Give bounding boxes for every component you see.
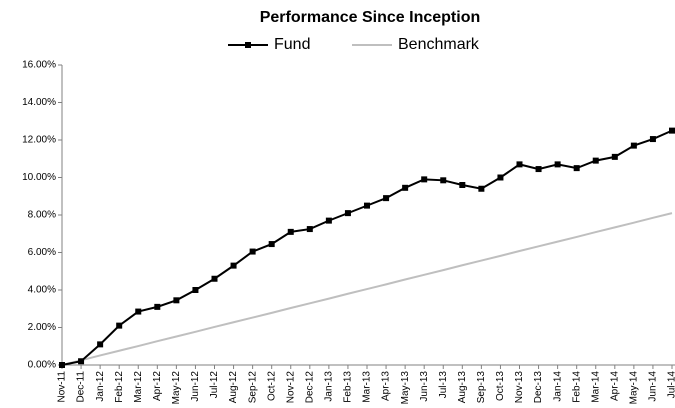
x-tick-label: Jul-14 xyxy=(667,371,675,399)
x-tick-label: Feb-14 xyxy=(571,371,582,403)
x-tick-label: Nov-11 xyxy=(57,371,68,403)
point-marker xyxy=(192,287,199,293)
point-marker xyxy=(630,142,637,149)
y-tick-label: 14.00% xyxy=(22,97,56,108)
point-marker xyxy=(154,303,161,310)
x-tick-label: Mar-13 xyxy=(362,371,373,403)
point-marker xyxy=(249,248,256,255)
point-marker xyxy=(440,177,447,184)
x-tick-label: Mar-14 xyxy=(590,371,601,403)
x-tick-label: Aug-12 xyxy=(228,371,239,404)
x-tick-label: Feb-12 xyxy=(114,371,125,403)
point-marker xyxy=(268,241,275,248)
point-marker xyxy=(135,308,142,315)
x-tick-label: Dec-12 xyxy=(304,371,315,404)
y-tick-label: 12.00% xyxy=(22,135,56,146)
x-tick-label: Oct-12 xyxy=(266,371,277,401)
point-marker xyxy=(344,210,351,217)
point-marker xyxy=(173,297,180,304)
y-tick-label: 8.00% xyxy=(28,210,56,221)
x-tick-label: Nov-12 xyxy=(285,371,296,404)
point-marker xyxy=(516,161,523,168)
x-tick-label: Oct-13 xyxy=(495,371,506,401)
x-tick-label: Mar-12 xyxy=(133,371,144,403)
x-tick-label: Apr-13 xyxy=(381,371,392,401)
x-tick-label: May-13 xyxy=(400,371,411,405)
point-marker xyxy=(402,184,409,191)
x-tick-label: Dec-11 xyxy=(76,371,87,403)
x-tick-label: Jan-13 xyxy=(324,371,335,402)
x-tick-label: Sep-12 xyxy=(247,371,258,404)
y-tick-label: 10.00% xyxy=(22,172,56,183)
y-tick-label: 0.00% xyxy=(28,360,56,371)
legend-label: Benchmark xyxy=(398,36,480,53)
point-marker xyxy=(573,165,580,172)
point-marker xyxy=(230,262,237,269)
x-tick-label: Jan-14 xyxy=(552,371,563,402)
series-line xyxy=(61,212,673,366)
x-tick-label: Dec-13 xyxy=(533,371,544,404)
point-marker xyxy=(669,127,675,134)
point-marker xyxy=(306,226,313,233)
point-marker xyxy=(497,174,504,181)
point-marker xyxy=(535,166,542,173)
x-tick-label: Jul-12 xyxy=(209,371,220,399)
series-line xyxy=(61,129,673,366)
point-marker xyxy=(459,182,466,188)
x-tick-label: May-14 xyxy=(629,371,640,405)
x-tick-label: Jun-13 xyxy=(419,371,430,402)
point-marker xyxy=(649,136,656,143)
x-tick-label: Jun-14 xyxy=(648,371,659,402)
y-tick-label: 4.00% xyxy=(28,285,56,296)
y-tick-label: 6.00% xyxy=(28,247,56,258)
x-tick-label: Aug-13 xyxy=(457,371,468,404)
point-marker xyxy=(287,228,294,235)
point-marker xyxy=(554,161,561,168)
y-tick-label: 16.00% xyxy=(22,60,56,71)
x-tick-label: Sep-13 xyxy=(476,371,487,404)
x-tick-label: Jul-13 xyxy=(438,371,449,399)
point-marker xyxy=(97,341,104,348)
x-tick-label: Feb-13 xyxy=(343,371,354,403)
point-marker xyxy=(211,275,218,282)
x-tick-label: Jun-12 xyxy=(190,371,201,402)
x-tick-label: May-12 xyxy=(171,371,182,405)
x-tick-label: Jan-12 xyxy=(95,371,106,402)
point-marker xyxy=(78,358,85,365)
legend-marker xyxy=(245,42,251,48)
y-tick-label: 2.00% xyxy=(28,322,56,333)
point-marker xyxy=(59,362,65,368)
point-marker xyxy=(364,202,370,209)
point-marker xyxy=(383,195,390,202)
point-marker xyxy=(421,176,428,183)
point-marker xyxy=(592,157,599,164)
legend-label: Fund xyxy=(274,36,310,53)
point-marker xyxy=(116,322,123,329)
point-marker xyxy=(611,153,618,160)
point-marker xyxy=(325,217,332,224)
x-tick-label: Apr-12 xyxy=(152,371,163,401)
x-tick-label: Apr-14 xyxy=(609,371,620,401)
point-marker xyxy=(478,185,485,192)
chart-title: Performance Since Inception xyxy=(260,9,481,26)
x-tick-label: Nov-13 xyxy=(514,371,525,404)
